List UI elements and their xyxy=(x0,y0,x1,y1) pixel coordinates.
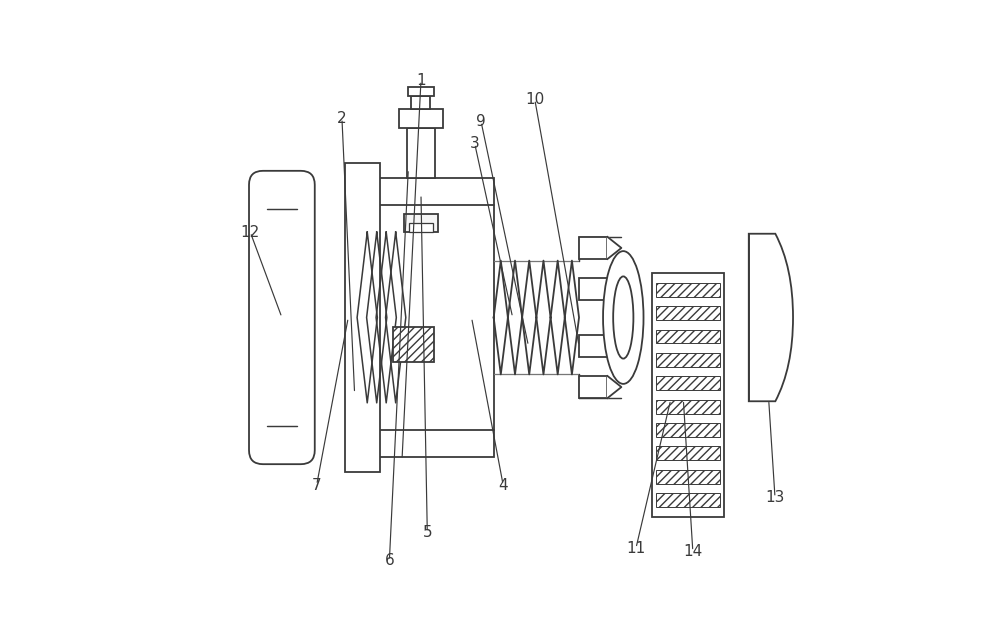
Ellipse shape xyxy=(613,276,633,359)
Bar xyxy=(355,178,494,457)
Bar xyxy=(656,399,720,413)
Text: 9: 9 xyxy=(476,114,486,129)
Text: 12: 12 xyxy=(241,225,260,239)
Bar xyxy=(656,330,720,344)
Bar xyxy=(656,306,720,320)
Bar xyxy=(345,163,380,472)
Polygon shape xyxy=(607,335,621,357)
Text: 14: 14 xyxy=(683,544,702,559)
Text: 10: 10 xyxy=(525,92,544,107)
Bar xyxy=(656,377,720,390)
Text: 6: 6 xyxy=(384,554,394,568)
Bar xyxy=(409,224,433,232)
Bar xyxy=(656,283,720,297)
Text: 3: 3 xyxy=(470,136,480,151)
Bar xyxy=(652,273,724,517)
Bar xyxy=(399,109,443,128)
Bar xyxy=(579,335,607,357)
Polygon shape xyxy=(607,376,621,398)
Bar xyxy=(656,470,720,484)
Bar xyxy=(408,87,434,97)
Bar xyxy=(656,423,720,437)
Text: 11: 11 xyxy=(626,541,646,556)
Bar xyxy=(579,376,607,398)
Text: 4: 4 xyxy=(498,478,508,493)
Bar xyxy=(579,237,607,259)
Text: 2: 2 xyxy=(337,111,347,126)
Ellipse shape xyxy=(603,251,644,384)
Bar xyxy=(393,327,434,362)
Text: 1: 1 xyxy=(416,73,426,88)
Polygon shape xyxy=(607,278,621,300)
Polygon shape xyxy=(607,237,621,259)
Bar xyxy=(404,215,438,232)
Bar xyxy=(579,278,607,300)
PathPatch shape xyxy=(749,234,793,401)
Text: 13: 13 xyxy=(765,490,785,505)
Bar xyxy=(656,493,720,507)
Text: 7: 7 xyxy=(312,478,321,493)
Bar xyxy=(656,446,720,460)
Bar xyxy=(656,353,720,367)
Bar xyxy=(411,97,430,109)
FancyBboxPatch shape xyxy=(249,171,315,464)
Bar xyxy=(407,128,435,178)
Text: 5: 5 xyxy=(422,525,432,540)
